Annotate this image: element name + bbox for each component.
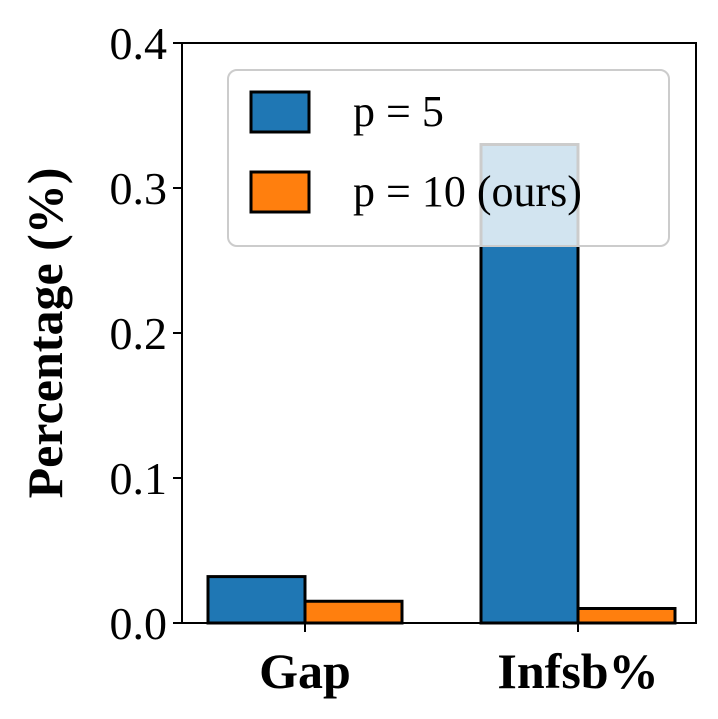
y-tick-label-4: 0.4 (110, 18, 168, 69)
bar-p-10-ours-gap (303, 599, 404, 625)
bar-p-5-gap (206, 575, 307, 625)
x-tick-label-infsb: Infsb% (497, 643, 658, 699)
legend: p = 5 p = 10 (ours) (227, 69, 670, 247)
y-tick-label-2: 0.2 (110, 308, 168, 359)
bar-p-10-ours-infsb (576, 607, 677, 625)
y-axis-label: Percentage (%) (17, 168, 73, 499)
y-tick-label-3: 0.3 (110, 163, 168, 214)
legend-label-p-5: p = 5 (353, 87, 444, 136)
x-axis: Gap Infsb% (259, 623, 659, 699)
legend-label-p-10-ours: p = 10 (ours) (353, 167, 582, 216)
legend-swatch-p-5 (249, 90, 311, 134)
x-tick-label-gap: Gap (259, 643, 351, 699)
legend-frame (227, 69, 670, 247)
legend-swatch-p-10-ours (249, 170, 311, 214)
y-tick-label-0: 0.0 (110, 598, 168, 649)
y-tick-label-1: 0.1 (110, 453, 168, 504)
y-axis: 0.0 0.1 0.2 0.3 0.4 (110, 18, 182, 649)
